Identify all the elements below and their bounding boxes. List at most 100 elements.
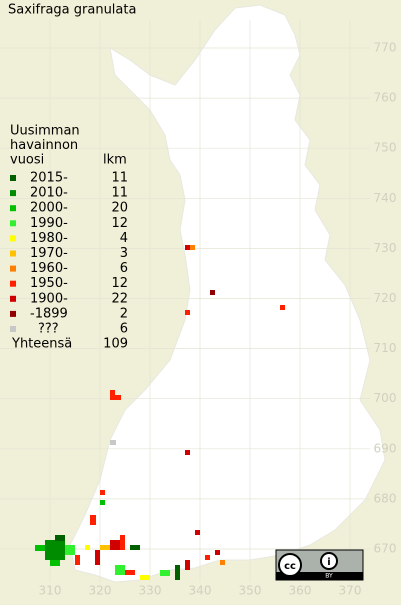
legend-swatch bbox=[10, 235, 16, 242]
title: Saxifraga granulata bbox=[8, 3, 136, 18]
legend-label: 1990- bbox=[30, 216, 68, 231]
east-label: 350 bbox=[239, 584, 262, 598]
east-label: 340 bbox=[189, 584, 212, 598]
legend-count: 20 bbox=[111, 201, 128, 216]
observation bbox=[45, 540, 65, 560]
legend-count: 2 bbox=[120, 306, 128, 321]
observation bbox=[210, 290, 215, 295]
north-label: 730 bbox=[374, 241, 397, 255]
observation bbox=[125, 570, 135, 575]
observation bbox=[115, 395, 121, 400]
north-label: 770 bbox=[374, 41, 397, 55]
legend-swatch bbox=[10, 295, 16, 302]
legend-label: -1899 bbox=[30, 306, 68, 321]
legend-swatch bbox=[10, 250, 16, 257]
observation bbox=[110, 540, 120, 550]
cc-by-badge: cc i BY bbox=[275, 549, 364, 581]
observations bbox=[35, 245, 285, 580]
north-label: 720 bbox=[374, 291, 397, 305]
legend-heading: Uusimman bbox=[10, 124, 80, 139]
legend-count: 12 bbox=[111, 276, 128, 291]
legend-heading: havainnon bbox=[10, 138, 78, 153]
north-label: 670 bbox=[374, 542, 397, 556]
north-label: 740 bbox=[374, 191, 397, 205]
legend-count-heading: lkm bbox=[103, 153, 127, 168]
observation bbox=[90, 515, 96, 525]
observation bbox=[65, 545, 75, 555]
observation bbox=[115, 565, 125, 575]
legend-count: 3 bbox=[120, 246, 128, 261]
legend-count: 6 bbox=[120, 261, 128, 276]
north-label: 690 bbox=[374, 441, 397, 455]
legend-swatch bbox=[10, 265, 16, 272]
svg-text:cc: cc bbox=[284, 561, 296, 572]
observation bbox=[120, 535, 125, 550]
north-label: 680 bbox=[374, 491, 397, 505]
legend-count: 22 bbox=[111, 291, 128, 306]
observation bbox=[195, 530, 200, 535]
observation bbox=[185, 560, 190, 570]
legend-label: ??? bbox=[38, 322, 59, 337]
total-count: 109 bbox=[103, 337, 128, 352]
legend-swatch bbox=[10, 205, 16, 212]
observation bbox=[95, 550, 100, 565]
observation bbox=[75, 555, 80, 565]
observation bbox=[205, 555, 210, 560]
legend-label: 1980- bbox=[30, 231, 68, 246]
observation bbox=[110, 390, 115, 400]
observation bbox=[100, 500, 105, 505]
total-label: Yhteensä bbox=[11, 337, 72, 352]
north-label: 760 bbox=[374, 91, 397, 105]
svg-text:BY: BY bbox=[325, 573, 333, 580]
east-label: 330 bbox=[139, 584, 162, 598]
north-label: 710 bbox=[374, 341, 397, 355]
east-label: 320 bbox=[89, 584, 112, 598]
legend-swatch bbox=[10, 220, 16, 227]
legend-label: 2000- bbox=[30, 201, 68, 216]
legend-swatch bbox=[10, 190, 16, 197]
north-label: 750 bbox=[374, 141, 397, 155]
observation bbox=[160, 570, 170, 576]
legend-swatch bbox=[10, 326, 16, 332]
observation bbox=[100, 545, 110, 550]
observation bbox=[85, 545, 90, 550]
observation bbox=[280, 305, 285, 310]
legend-label: 1950- bbox=[30, 276, 68, 291]
north-label: 700 bbox=[374, 391, 397, 405]
legend-swatch bbox=[10, 280, 16, 287]
observation bbox=[130, 545, 140, 550]
observation bbox=[175, 565, 180, 580]
observation bbox=[140, 575, 150, 580]
observation bbox=[185, 310, 190, 315]
svg-text:i: i bbox=[327, 557, 330, 568]
observation bbox=[185, 245, 190, 250]
east-label: 370 bbox=[339, 584, 362, 598]
observation bbox=[50, 560, 60, 566]
legend-count: 4 bbox=[120, 231, 128, 246]
east-label: 360 bbox=[289, 584, 312, 598]
legend-heading: vuosi bbox=[10, 153, 44, 168]
observation bbox=[185, 450, 190, 455]
east-label: 310 bbox=[39, 584, 62, 598]
legend-label: 2015- bbox=[30, 171, 68, 186]
legend-swatch bbox=[10, 175, 16, 181]
legend-swatch bbox=[10, 310, 16, 317]
legend-count: 12 bbox=[111, 216, 128, 231]
observation bbox=[220, 560, 225, 565]
observation bbox=[110, 440, 116, 445]
observation bbox=[35, 545, 45, 551]
legend-label: 2010- bbox=[30, 186, 68, 201]
finland-outline bbox=[69, 4, 386, 583]
observation bbox=[190, 245, 195, 250]
legend-label: 1900- bbox=[30, 291, 68, 306]
observation bbox=[55, 535, 65, 541]
legend-label: 1960- bbox=[30, 261, 68, 276]
legend-label: 1970- bbox=[30, 246, 68, 261]
observation bbox=[100, 490, 105, 495]
legend-count: 11 bbox=[111, 186, 128, 201]
legend-count: 11 bbox=[111, 171, 128, 186]
observation bbox=[215, 550, 220, 555]
